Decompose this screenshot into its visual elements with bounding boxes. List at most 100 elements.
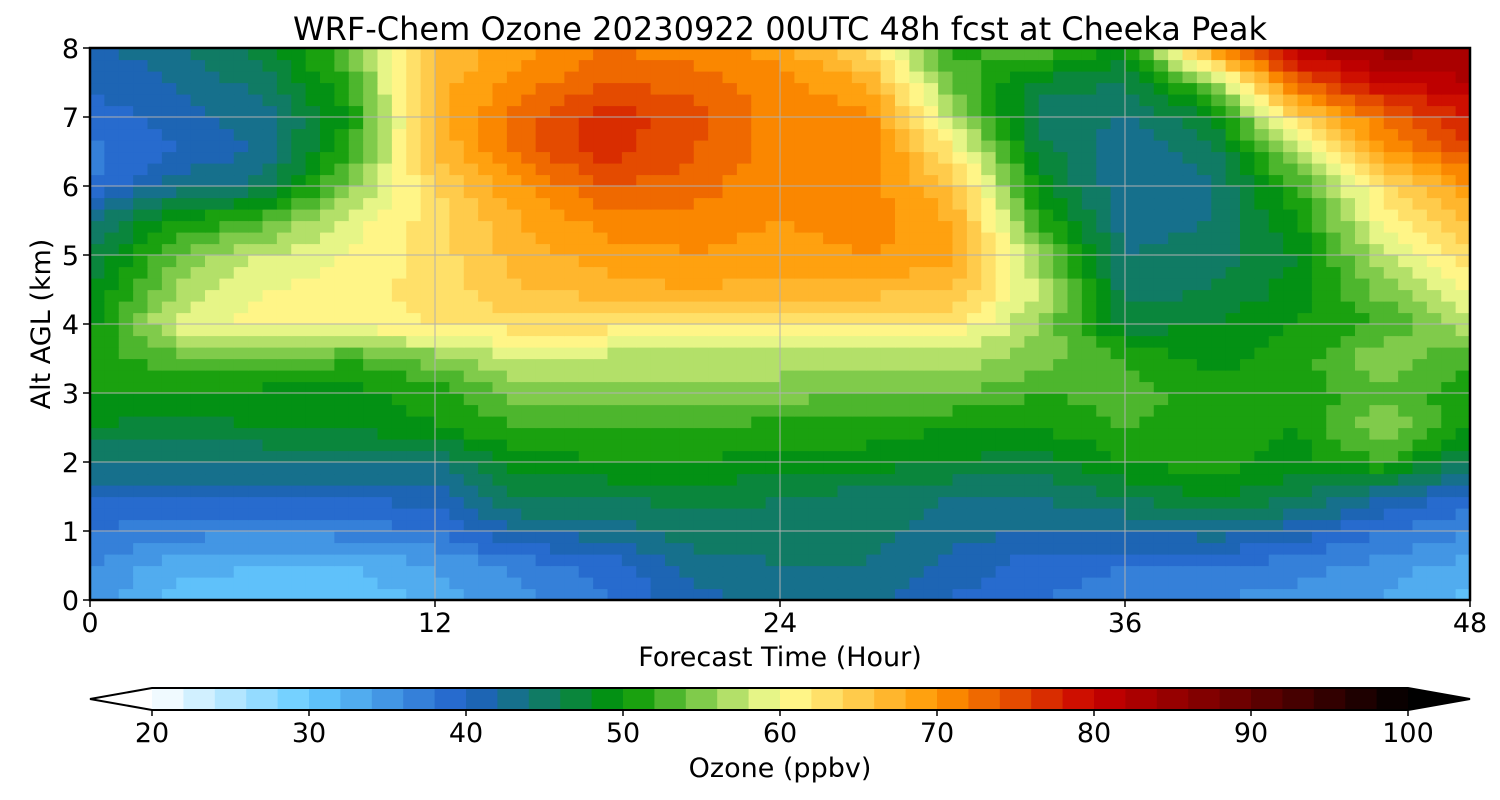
heatmap-cell [305,324,321,337]
heatmap-cell [636,439,652,452]
heatmap-cell [1398,335,1414,348]
heatmap-cell [952,565,968,578]
heatmap-cell [607,255,623,268]
heatmap-cell [823,473,839,486]
heatmap-cell [1297,324,1313,337]
heatmap-cell [248,140,264,153]
heatmap-cell [1326,358,1342,371]
heatmap-cell [1211,82,1227,95]
heatmap-cell [248,473,264,486]
heatmap-cell [320,554,335,567]
heatmap-cell [190,450,206,463]
heatmap-cell [550,209,565,222]
heatmap-cell [837,508,853,521]
heatmap-cell [262,508,278,521]
heatmap-cell [1383,151,1399,164]
heatmap-cell [233,140,249,153]
heatmap-cell [794,427,810,440]
heatmap-cell [923,358,939,371]
heatmap-cell [219,347,235,360]
heatmap-cell [1153,554,1169,567]
heatmap-cell [736,370,752,383]
heatmap-cell [478,473,494,486]
heatmap-cell [104,232,120,245]
heatmap-cell [938,370,954,383]
heatmap-cell [1182,105,1198,118]
heatmap-cell [1383,186,1399,199]
heatmap-cell [851,174,867,187]
heatmap-cell [780,519,795,532]
heatmap-cell [147,462,163,475]
heatmap-cell [1225,255,1241,268]
heatmap-cell [837,105,853,118]
heatmap-cell [1024,278,1040,291]
heatmap-cell [449,577,465,590]
heatmap-cell [708,174,724,187]
heatmap-cell [1340,186,1356,199]
heatmap-cell [851,105,867,118]
heatmap-cell [1110,71,1126,84]
heatmap-cell [1067,266,1083,279]
heatmap-cell [1182,393,1198,406]
heatmap-cell [722,485,738,498]
heatmap-cell [794,324,810,337]
heatmap-cell [478,335,494,348]
colorbar-tick-label: 80 [1077,718,1111,749]
heatmap-cell [880,324,896,337]
heatmap-cell [435,393,450,406]
heatmap-cell [1153,255,1169,268]
heatmap-cell [837,335,853,348]
heatmap-cell [1053,519,1069,532]
heatmap-cell [1053,220,1069,233]
heatmap-cell [665,105,680,118]
heatmap-cell [1168,82,1184,95]
heatmap-cell [851,370,867,383]
heatmap-cell [1355,220,1370,233]
heatmap-cell [1297,209,1313,222]
heatmap-cell [1053,128,1069,141]
heatmap-cell [1254,209,1270,222]
heatmap-cell [104,105,120,118]
heatmap-cell [722,48,738,61]
heatmap-cell [1081,416,1097,429]
heatmap-cell [578,588,594,601]
heatmap-cell [1326,450,1342,463]
heatmap-cell [420,450,436,463]
heatmap-cell [851,565,867,578]
heatmap-cell [693,243,709,256]
heatmap-cell [780,347,795,360]
heatmap-cell [233,128,249,141]
heatmap-cell [521,312,537,325]
heatmap-cell [90,289,105,302]
heatmap-cell [276,427,292,440]
heatmap-cell [1240,347,1255,360]
heatmap-cell [808,105,824,118]
heatmap-cell [104,289,120,302]
heatmap-cell [435,82,450,95]
heatmap-cell [449,347,465,360]
heatmap-cell [1340,565,1356,578]
heatmap-cell [837,485,853,498]
heatmap-cell [535,243,551,256]
heatmap-cell [348,462,364,475]
heatmap-cell [248,278,264,291]
heatmap-cell [1326,117,1342,130]
heatmap-cell [823,163,839,176]
heatmap-cell [161,462,177,475]
heatmap-cell [1240,496,1255,509]
heatmap-cell [923,209,939,222]
heatmap-cell [866,542,882,555]
heatmap-cell [1441,381,1457,394]
heatmap-cell [909,151,925,164]
heatmap-cell [736,94,752,107]
heatmap-cell [506,496,522,509]
heatmap-cell [995,324,1011,337]
heatmap-cell [1268,289,1284,302]
heatmap-cell [966,266,982,279]
heatmap-cell [363,128,379,141]
heatmap-cell [1067,243,1083,256]
heatmap-cell [650,393,666,406]
heatmap-cell [1225,232,1241,245]
heatmap-cell [1240,473,1255,486]
heatmap-cell [751,220,767,233]
